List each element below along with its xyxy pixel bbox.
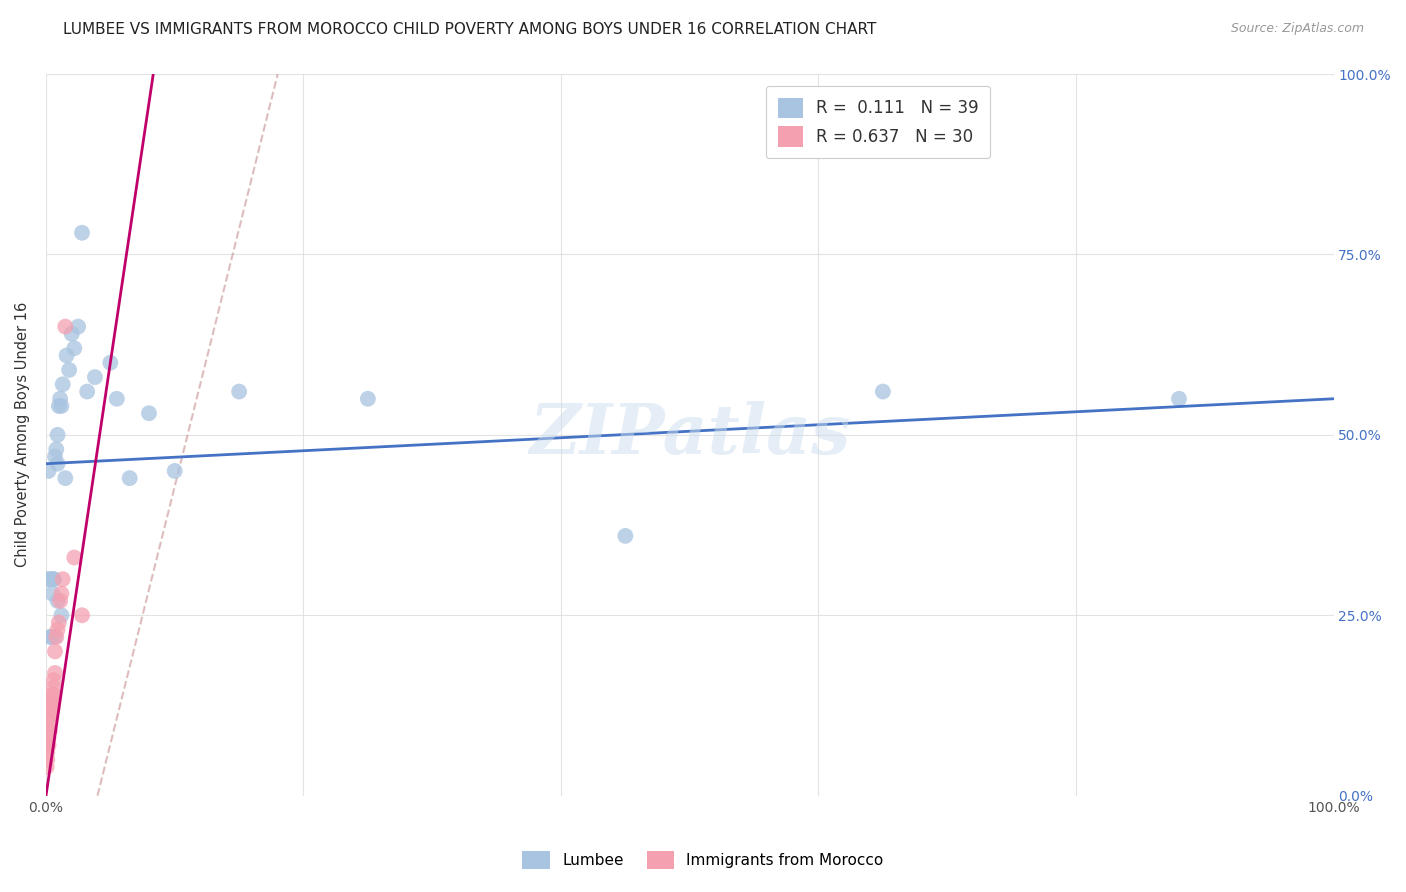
Point	[38, 464, 60, 478]
Point	[52, 572, 75, 586]
Point	[48, 399, 70, 413]
Point	[39, 709, 62, 723]
Point	[614, 529, 637, 543]
Point	[45, 442, 67, 457]
Point	[1168, 392, 1191, 406]
Point	[44, 450, 66, 464]
Point	[70, 226, 93, 240]
Point	[38, 738, 60, 752]
Point	[42, 572, 65, 586]
Point	[53, 319, 76, 334]
Point	[60, 326, 83, 341]
Point	[49, 594, 72, 608]
Point	[41, 572, 63, 586]
Point	[51, 608, 73, 623]
Point	[41, 702, 63, 716]
Point	[228, 384, 250, 399]
Point	[37, 745, 59, 759]
Point	[37, 572, 59, 586]
Y-axis label: Child Poverty Among Boys Under 16: Child Poverty Among Boys Under 16	[15, 302, 30, 567]
Point	[46, 623, 69, 637]
Point	[52, 377, 75, 392]
Point	[44, 644, 66, 658]
Point	[357, 392, 380, 406]
Point	[53, 471, 76, 485]
Point	[42, 688, 65, 702]
Point	[76, 384, 98, 399]
Point	[49, 392, 72, 406]
Point	[39, 702, 62, 716]
Point	[51, 399, 73, 413]
Point	[70, 608, 93, 623]
Point	[41, 587, 63, 601]
Point	[98, 356, 121, 370]
Point	[45, 630, 67, 644]
Point	[44, 665, 66, 680]
Point	[37, 753, 59, 767]
Point	[55, 349, 77, 363]
Legend: R =  0.111   N = 39, R = 0.637   N = 30: R = 0.111 N = 39, R = 0.637 N = 30	[766, 86, 990, 158]
Point	[138, 406, 160, 420]
Point	[46, 594, 69, 608]
Point	[38, 723, 60, 738]
Point	[46, 428, 69, 442]
Point	[63, 341, 86, 355]
Point	[46, 457, 69, 471]
Point	[41, 688, 63, 702]
Point	[38, 630, 60, 644]
Point	[48, 615, 70, 630]
Point	[67, 319, 90, 334]
Point	[58, 363, 80, 377]
Point	[37, 738, 59, 752]
Legend: Lumbee, Immigrants from Morocco: Lumbee, Immigrants from Morocco	[516, 845, 890, 875]
Point	[83, 370, 105, 384]
Point	[38, 723, 60, 738]
Point	[42, 681, 65, 695]
Point	[42, 572, 65, 586]
Text: LUMBEE VS IMMIGRANTS FROM MOROCCO CHILD POVERTY AMONG BOYS UNDER 16 CORRELATION : LUMBEE VS IMMIGRANTS FROM MOROCCO CHILD …	[63, 22, 877, 37]
Point	[44, 630, 66, 644]
Point	[51, 587, 73, 601]
Text: ZIPatlas: ZIPatlas	[529, 401, 851, 468]
Point	[38, 572, 60, 586]
Point	[38, 731, 60, 745]
Point	[118, 471, 141, 485]
Point	[105, 392, 128, 406]
Point	[39, 630, 62, 644]
Point	[38, 716, 60, 731]
Point	[41, 695, 63, 709]
Point	[42, 673, 65, 688]
Point	[63, 550, 86, 565]
Point	[35, 760, 58, 774]
Point	[38, 709, 60, 723]
Text: Source: ZipAtlas.com: Source: ZipAtlas.com	[1230, 22, 1364, 36]
Point	[872, 384, 894, 399]
Point	[39, 695, 62, 709]
Point	[163, 464, 186, 478]
